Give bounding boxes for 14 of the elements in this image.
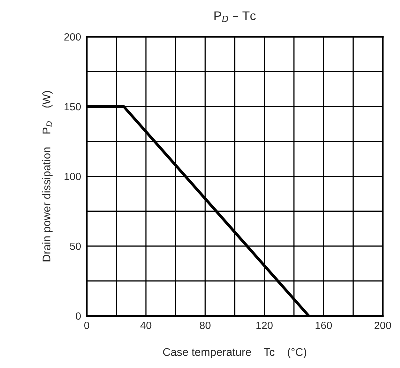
x-tick-label: 200	[374, 322, 392, 330]
chart-title: P$_{D}$ – Tc	[214, 12, 256, 22]
x-tick-label: 120	[256, 322, 273, 330]
x-tick-label: 40	[140, 322, 152, 330]
x-axis-title: Case temperature Tc (°C)	[163, 348, 307, 358]
y-tick-label: 150	[64, 103, 82, 111]
x-tick-label: 160	[316, 322, 332, 330]
y-tick-label: 200	[64, 33, 82, 41]
y-tick-label: 100	[64, 173, 82, 180]
y-tick-label: 50	[70, 242, 82, 250]
text: Drain power dissipation P$_{D}$ (W)	[42, 91, 53, 262]
x-tick-label: 0	[84, 322, 90, 330]
y-tick-label: 0	[76, 312, 82, 320]
x-tick-label: 80	[200, 322, 211, 330]
